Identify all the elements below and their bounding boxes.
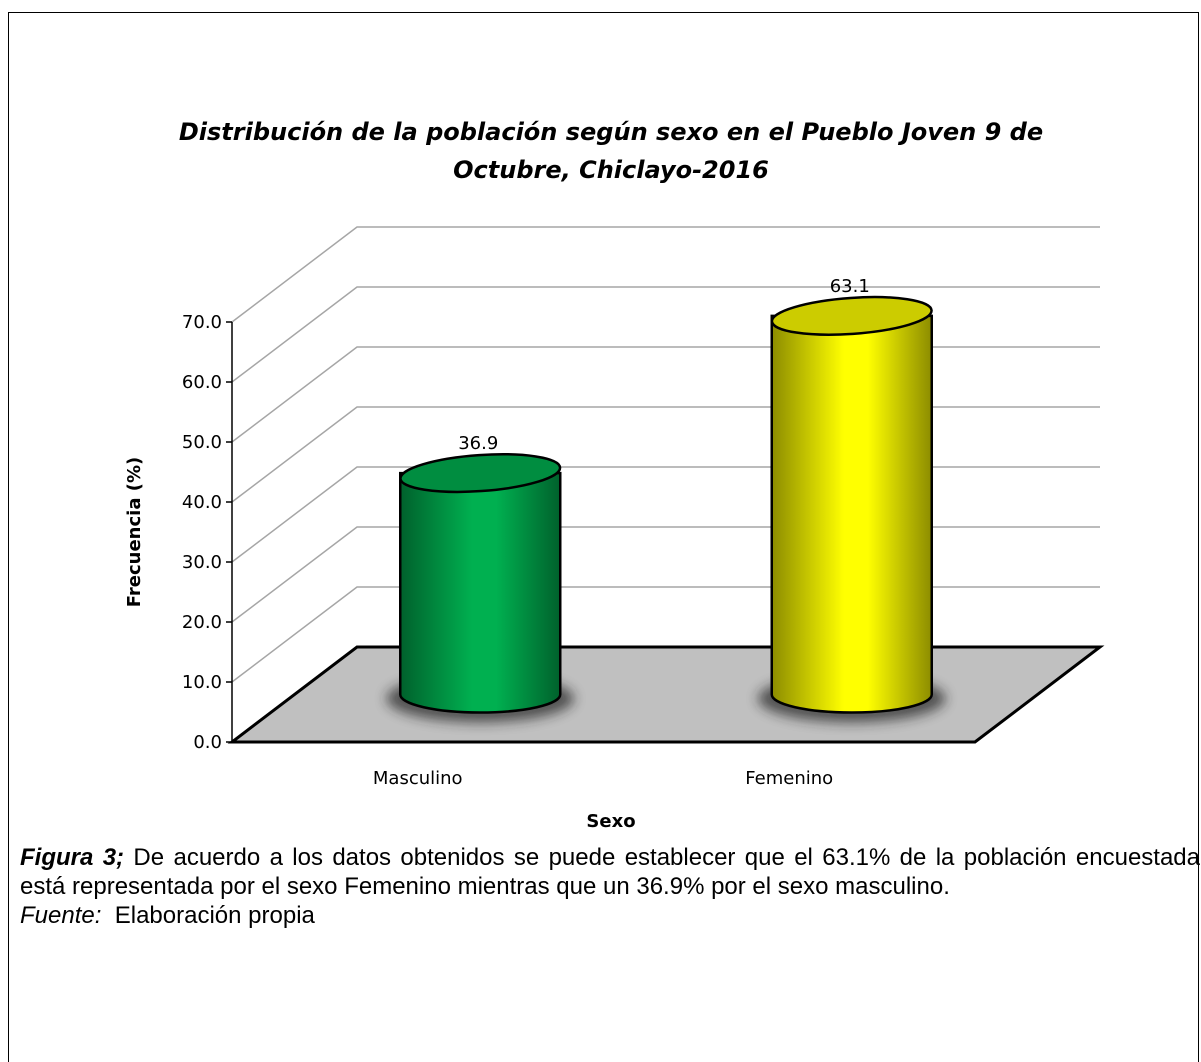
caption-text: De acuerdo a los datos obtenidos se pued…	[20, 844, 1200, 900]
chart: Distribución de la población según sexo …	[124, 118, 1105, 832]
y-tick-label: 40.0	[182, 492, 222, 513]
cylinder-top	[399, 453, 562, 494]
y-tick-label: 20.0	[182, 612, 222, 633]
y-tick-label: 70.0	[182, 312, 222, 333]
floor	[227, 645, 1105, 744]
caption-paragraph: Figura 3; De acuerdo a los datos obtenid…	[20, 843, 1200, 901]
cylinder	[770, 295, 933, 714]
caption-source: Fuente: Elaboración propia	[20, 901, 1200, 930]
chart-title: Distribución de la población según sexo …	[179, 118, 1043, 146]
grid-line	[231, 346, 1100, 443]
grid-line	[231, 526, 1100, 623]
y-axis-title: Frecuencia (%)	[124, 457, 145, 607]
y-tick-label: 10.0	[182, 672, 222, 693]
x-tick-label: Masculino	[373, 768, 463, 789]
data-label: 63.1	[830, 276, 870, 297]
chart-title-text: Octubre, Chiclayo-2016	[453, 156, 769, 184]
x-tick-label: Femenino	[745, 768, 833, 789]
source-label: Fuente:	[20, 902, 102, 929]
grid-line	[231, 226, 1100, 323]
grid-line	[231, 286, 1100, 383]
chart-title-text: Distribución de la población según sexo …	[179, 118, 1043, 146]
chart-title-line: Octubre, Chiclayo-2016	[453, 156, 769, 184]
y-tick-label: 60.0	[182, 372, 222, 393]
cylinder	[399, 453, 562, 714]
cylinder-body	[770, 314, 933, 714]
frame	[8, 12, 1199, 1062]
cylinder-body	[399, 471, 562, 714]
grid-line	[231, 406, 1100, 503]
y-tick-label: 50.0	[182, 432, 222, 453]
data-label: 36.9	[458, 433, 498, 454]
y-tick-label: 30.0	[182, 552, 222, 573]
cylinder-top	[770, 295, 933, 336]
caption: Figura 3; De acuerdo a los datos obtenid…	[20, 843, 1200, 930]
source-text: Elaboración propia	[114, 902, 315, 929]
x-axis-title: Sexo	[586, 811, 635, 832]
caption-label: Figura 3;	[20, 844, 125, 871]
y-tick-label: 0.0	[193, 732, 222, 753]
grid-line	[231, 466, 1100, 563]
